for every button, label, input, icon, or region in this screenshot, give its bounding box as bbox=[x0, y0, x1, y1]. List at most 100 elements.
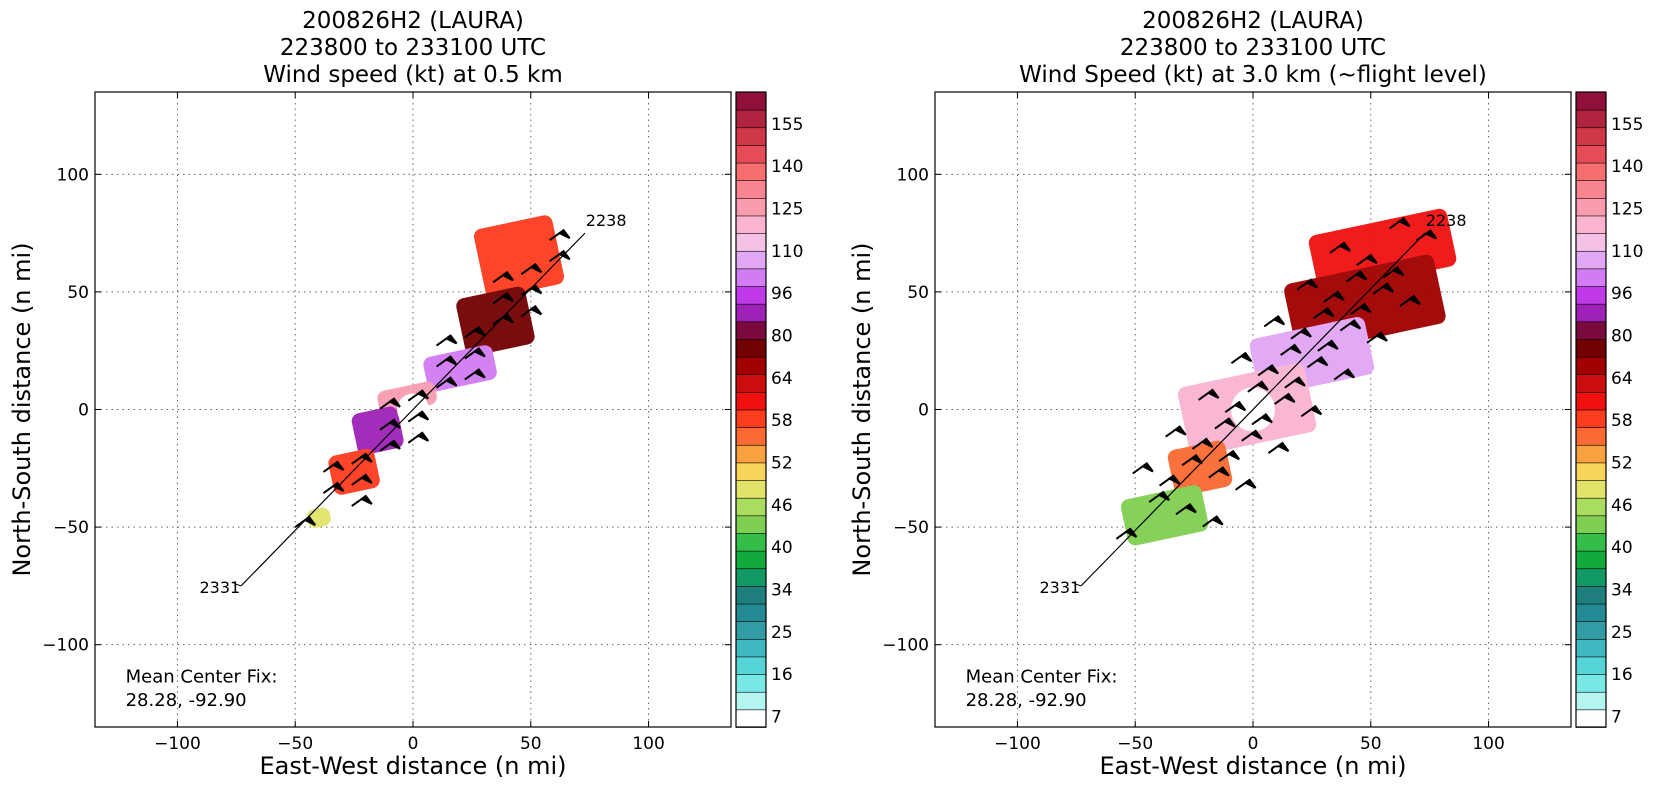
wind-barb-flag bbox=[529, 262, 543, 274]
wind-barb-flag bbox=[472, 347, 486, 358]
wind-barb-flag bbox=[1239, 351, 1253, 363]
colorbar-segment bbox=[1575, 303, 1607, 323]
y-tick-label: 100 bbox=[897, 165, 929, 185]
colorbar-segment bbox=[1575, 179, 1607, 199]
colorbar-segment bbox=[735, 215, 767, 234]
y-tick-label: −50 bbox=[53, 518, 89, 538]
wind-barb-flag bbox=[529, 283, 543, 295]
wind-barb-flag bbox=[1227, 449, 1240, 461]
colorbar-tick-label: 34 bbox=[771, 580, 793, 600]
wind-barb-flag bbox=[1391, 266, 1405, 277]
wind-barb-flag bbox=[472, 368, 486, 379]
wind-barb-flag bbox=[416, 410, 430, 421]
time-annotation: 2331 bbox=[199, 578, 240, 597]
colorbar-segment bbox=[735, 232, 767, 252]
wind-barb-flag bbox=[1299, 327, 1312, 338]
colorbar-tick-label: 40 bbox=[771, 538, 793, 558]
colorbar-tick-label: 52 bbox=[771, 453, 793, 473]
track-label-leader bbox=[1073, 583, 1082, 587]
chart-title-line: Wind Speed (kt) at 3.0 km (~flight level… bbox=[1019, 62, 1487, 88]
y-tick-label: 0 bbox=[918, 401, 929, 421]
colorbar-segment bbox=[735, 409, 767, 428]
wind-barb-flag bbox=[501, 313, 514, 324]
wind-barb-flag bbox=[388, 439, 401, 450]
colorbar-tick-label: 140 bbox=[771, 157, 803, 177]
wind-barb-flag bbox=[1255, 380, 1269, 391]
wind-barb-flag bbox=[1325, 339, 1339, 350]
colorbar-segment bbox=[1575, 126, 1607, 146]
wind-barb-flag bbox=[1348, 319, 1362, 330]
colorbar-segment bbox=[735, 356, 767, 376]
swath-region bbox=[1167, 440, 1233, 496]
x-tick-label: 0 bbox=[408, 734, 419, 754]
colorbar-segment bbox=[735, 444, 767, 464]
colorbar-segment bbox=[1575, 144, 1607, 164]
wind-barb-flag bbox=[1321, 306, 1335, 318]
colorbar-segment bbox=[735, 373, 767, 393]
y-tick-label: 100 bbox=[57, 165, 89, 185]
colorbar-segment bbox=[1575, 232, 1607, 252]
colorbar-segment bbox=[735, 391, 767, 411]
colorbar-tick-label: 34 bbox=[1611, 580, 1633, 600]
colorbar-segment bbox=[735, 250, 767, 270]
colorbar-segment bbox=[735, 197, 767, 217]
colorbar-tick-label: 46 bbox=[1611, 496, 1633, 516]
center-fix-annotation: 28.28, -92.90 bbox=[126, 690, 247, 711]
wind-barb-flag bbox=[1354, 270, 1368, 281]
wind-barb-flag bbox=[529, 304, 543, 316]
wind-barb-flag bbox=[1184, 502, 1197, 514]
wind-barb-flag bbox=[1157, 490, 1171, 501]
chart-panel-2: −100 −50 0 50 100 −100 −50 0 50 100 200826H2 (LAUR… bbox=[848, 8, 1643, 780]
colorbar-segment bbox=[735, 656, 767, 675]
colorbar-tick-label: 16 bbox=[1611, 665, 1633, 685]
y-tick-label: 50 bbox=[907, 283, 929, 303]
colorbar: 7 16 25 34 40 46 52 58 64 80 96 110 125 140 155 bbox=[1575, 91, 1643, 728]
colorbar-tick-label: 125 bbox=[1611, 199, 1643, 219]
colorbar-segment bbox=[735, 691, 767, 711]
wind-barb-flag bbox=[1315, 355, 1329, 367]
wind-barb-flag bbox=[1397, 217, 1411, 228]
center-fix-annotation: 28.28, -92.90 bbox=[966, 690, 1087, 711]
wind-barb-flag bbox=[1140, 462, 1154, 473]
colorbar-segment bbox=[735, 585, 767, 605]
colorbar-tick-label: 155 bbox=[771, 115, 803, 135]
colorbar-segment bbox=[1575, 409, 1607, 428]
wind-barb-flag bbox=[359, 473, 373, 484]
chart-title-line: 200826H2 (LAURA) bbox=[1142, 8, 1364, 34]
wind-barb-flag bbox=[388, 418, 401, 429]
colorbar-segment bbox=[1575, 426, 1607, 446]
colorbar-segment bbox=[735, 709, 767, 728]
wind-barb-flag bbox=[1272, 315, 1286, 326]
colorbar-segment bbox=[1575, 268, 1607, 287]
wind-barb-flag bbox=[1249, 429, 1263, 440]
colorbar-tick-label: 58 bbox=[1611, 411, 1633, 431]
wind-barb-flag bbox=[501, 270, 514, 282]
wind-barb-flag bbox=[444, 376, 458, 387]
y-axis-label: North-South distance (n mi) bbox=[8, 242, 36, 576]
wind-barb-flag bbox=[1305, 278, 1318, 289]
colorbar-segment bbox=[735, 285, 767, 305]
colorbar-segment bbox=[1575, 91, 1607, 111]
wind-barb-flag bbox=[1216, 466, 1230, 477]
center-fix-annotation: Mean Center Fix: bbox=[966, 666, 1118, 687]
colorbar-segment bbox=[735, 126, 767, 146]
wind-barb-flag bbox=[1282, 392, 1296, 403]
wind-barb-flag bbox=[1408, 294, 1421, 305]
x-axis-label: East-West distance (n mi) bbox=[1099, 752, 1406, 780]
colorbar-segment bbox=[1575, 338, 1607, 358]
colorbar-tick-label: 96 bbox=[1611, 284, 1633, 304]
wind-barb-flag bbox=[1190, 453, 1203, 465]
x-tick-label: −100 bbox=[154, 734, 201, 754]
wind-barb-flag bbox=[1223, 417, 1236, 428]
wind-barb-flag bbox=[331, 481, 345, 492]
colorbar-segment bbox=[735, 144, 767, 164]
colorbar-segment bbox=[1575, 620, 1607, 640]
wind-barb-flag bbox=[501, 291, 514, 303]
colorbar-tick-label: 16 bbox=[771, 665, 793, 685]
x-tick-label: 50 bbox=[1360, 734, 1382, 754]
colorbar-tick-label: 110 bbox=[771, 242, 803, 262]
colorbar-segment bbox=[735, 162, 767, 181]
wind-barb-flag bbox=[388, 397, 401, 408]
colorbar-tick-label: 25 bbox=[771, 623, 793, 643]
colorbar-tick-label: 64 bbox=[1611, 369, 1633, 389]
